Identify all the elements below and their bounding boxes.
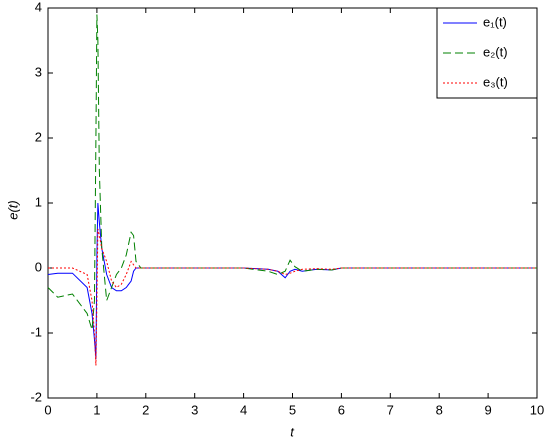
y-axis-label: e(t): [5, 200, 20, 220]
x-axis-label: t: [290, 424, 295, 439]
series-line: [47, 202, 537, 360]
x-tick-label: 8: [436, 402, 443, 417]
x-tick-label: 7: [387, 402, 394, 417]
y-tick-label: 1: [35, 194, 42, 209]
legend-label: e₃(t): [483, 74, 508, 89]
x-tick-label: 0: [44, 402, 51, 417]
x-tick-label: 5: [289, 402, 296, 417]
series-line: [48, 228, 537, 366]
legend-label: e₂(t): [483, 44, 508, 59]
x-tick-label: 3: [191, 402, 198, 417]
y-tick-label: -1: [30, 324, 42, 339]
y-tick-label: 2: [35, 129, 42, 144]
y-tick-label: -2: [30, 389, 42, 404]
x-tick-label: 6: [338, 402, 345, 417]
y-tick-label: 4: [35, 0, 42, 14]
y-tick-label: 3: [35, 64, 42, 79]
y-tick-label: 0: [35, 259, 42, 274]
x-tick-label: 9: [484, 402, 491, 417]
x-tick-label: 4: [240, 402, 247, 417]
legend-label: e₁(t): [483, 14, 507, 29]
x-tick-label: 1: [93, 402, 100, 417]
x-tick-label: 2: [142, 402, 149, 417]
x-tick-label: 10: [530, 402, 544, 417]
series-line: [47, 14, 537, 330]
